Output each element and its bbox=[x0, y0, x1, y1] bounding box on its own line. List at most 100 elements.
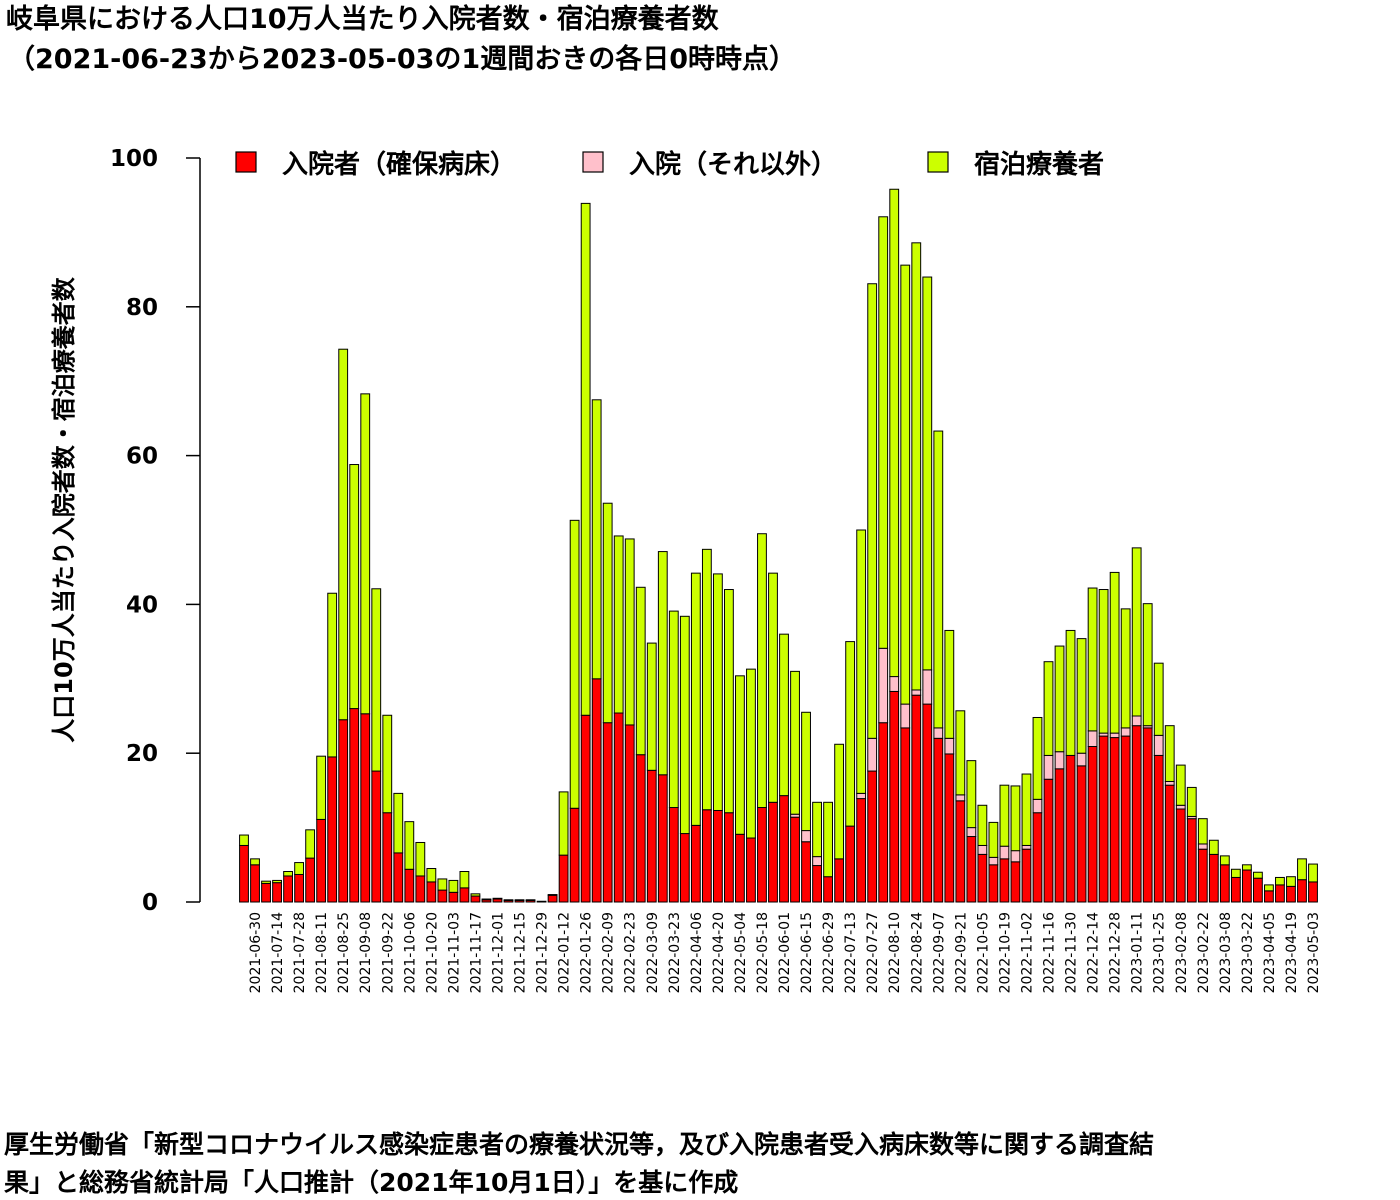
x-tick-label: 2022-07-27 bbox=[865, 912, 881, 993]
bar-segment-series-0 bbox=[624, 724, 635, 903]
bar-segment-series-1 bbox=[1076, 752, 1087, 767]
x-tick-label: 2022-05-04 bbox=[733, 912, 749, 993]
x-axis-ticks: 2021-06-30 2021-07-14 2021-07-28 2021-08-11… bbox=[248, 912, 1322, 993]
legend-swatch-0 bbox=[235, 151, 257, 173]
bar-segment-series-2 bbox=[1043, 661, 1054, 756]
bar-segment-series-2 bbox=[1297, 858, 1307, 881]
bar-segment-series-2 bbox=[1131, 547, 1142, 717]
bar-segment-series-1 bbox=[900, 703, 911, 729]
bar-segment-series-2 bbox=[812, 801, 822, 858]
x-tick-label: 2022-04-20 bbox=[711, 912, 727, 993]
bar-segment-series-0 bbox=[679, 833, 690, 903]
bar-segment-series-1 bbox=[1131, 715, 1142, 727]
bar-segment-series-2 bbox=[1241, 864, 1252, 871]
bar-segment-series-0 bbox=[591, 678, 602, 903]
y-tick-label: 0 bbox=[142, 890, 158, 916]
bar-segment-series-0 bbox=[459, 887, 470, 903]
bar-segment-series-0 bbox=[944, 753, 955, 903]
x-tick-label: 2022-08-10 bbox=[887, 912, 903, 993]
bar-segment-series-0 bbox=[779, 795, 789, 903]
bar-segment-series-2 bbox=[779, 633, 789, 797]
bar-segment-series-2 bbox=[679, 615, 690, 835]
x-tick-label: 2023-04-19 bbox=[1284, 912, 1300, 993]
x-tick-label: 2022-06-01 bbox=[777, 912, 793, 993]
bar-segment-series-1 bbox=[1153, 734, 1164, 756]
bar-segment-series-2 bbox=[735, 675, 745, 835]
bar-segment-series-2 bbox=[1264, 884, 1274, 892]
bar-segment-series-2 bbox=[393, 792, 404, 854]
x-tick-label: 2023-05-03 bbox=[1306, 912, 1322, 993]
bar-segment-series-2 bbox=[492, 897, 503, 900]
bar-segment-series-0 bbox=[602, 722, 613, 903]
bar-segment-series-0 bbox=[294, 873, 305, 903]
bar-segment-series-0 bbox=[1241, 869, 1252, 903]
bar-segment-series-0 bbox=[768, 801, 778, 903]
x-tick-label: 2021-09-22 bbox=[380, 912, 396, 993]
bar-segment-series-0 bbox=[911, 694, 922, 903]
bar-segment-series-2 bbox=[327, 592, 338, 758]
bar-segment-series-0 bbox=[812, 865, 822, 903]
bar-segment-series-2 bbox=[966, 760, 977, 829]
bar-segment-series-0 bbox=[1153, 754, 1164, 903]
bar-segment-series-0 bbox=[250, 864, 260, 903]
bar-segment-series-2 bbox=[1076, 638, 1087, 754]
bar-segment-series-2 bbox=[1032, 716, 1043, 800]
bar-segment-series-2 bbox=[1065, 629, 1076, 756]
bar-segment-series-2 bbox=[250, 858, 260, 866]
bar-segment-series-0 bbox=[426, 881, 437, 903]
bar-segment-series-0 bbox=[415, 875, 426, 903]
bar-segment-series-2 bbox=[1186, 786, 1197, 817]
bar-segment-series-0 bbox=[371, 770, 382, 903]
bar-segment-series-0 bbox=[1098, 735, 1109, 903]
bar-segment-series-1 bbox=[1032, 798, 1043, 814]
bar-segment-series-2 bbox=[867, 283, 878, 739]
bar-segment-series-0 bbox=[757, 807, 767, 903]
x-tick-label: 2021-12-15 bbox=[513, 912, 529, 993]
bar-segment-series-0 bbox=[1131, 725, 1142, 903]
bar-segment-series-1 bbox=[1120, 727, 1131, 737]
bar-segment-series-2 bbox=[514, 899, 525, 902]
bar-segment-series-0 bbox=[1275, 884, 1285, 903]
bar-segment-series-2 bbox=[580, 202, 591, 716]
bar-segment-series-0 bbox=[569, 807, 580, 903]
x-tick-label: 2021-07-28 bbox=[292, 912, 308, 993]
bar-segment-series-0 bbox=[724, 812, 734, 903]
bar-segment-series-1 bbox=[1087, 730, 1098, 748]
x-tick-label: 2021-08-25 bbox=[336, 912, 352, 993]
bar-segment-series-0 bbox=[1043, 778, 1054, 903]
bar-segment-series-0 bbox=[635, 754, 646, 903]
x-tick-label: 2023-03-08 bbox=[1218, 912, 1234, 993]
legend-label-2: 宿泊療養者 bbox=[974, 149, 1104, 180]
bar-segment-series-0 bbox=[349, 708, 360, 903]
bar-segment-series-0 bbox=[1010, 861, 1021, 903]
x-tick-label: 2021-11-17 bbox=[468, 912, 484, 993]
bar-segment-series-0 bbox=[867, 770, 878, 903]
bar-segment-series-0 bbox=[382, 812, 393, 903]
x-tick-label: 2022-02-09 bbox=[601, 912, 617, 993]
bar-segment-series-1 bbox=[1109, 732, 1120, 739]
bar-segment-series-2 bbox=[316, 755, 327, 820]
bar-segment-series-2 bbox=[1098, 589, 1109, 734]
bar-segment-series-0 bbox=[613, 712, 624, 903]
bar-segment-series-2 bbox=[1109, 571, 1120, 734]
bar-segment-series-2 bbox=[1252, 871, 1263, 879]
bar-segment-series-2 bbox=[1010, 785, 1021, 852]
bar-segment-series-0 bbox=[1197, 848, 1208, 903]
y-axis-label: 人口10万人当たり入院者数・宿泊療養者数 bbox=[50, 276, 78, 742]
bar-segment-series-2 bbox=[437, 878, 448, 891]
legend-swatch-1 bbox=[582, 151, 604, 173]
y-tick-label: 20 bbox=[126, 741, 158, 767]
x-tick-label: 2022-10-19 bbox=[997, 912, 1013, 993]
x-tick-label: 2021-12-01 bbox=[490, 912, 506, 993]
bar-segment-series-1 bbox=[955, 794, 966, 802]
bar-segment-series-0 bbox=[437, 889, 448, 903]
bar-segment-series-0 bbox=[558, 854, 569, 903]
bar-segment-series-0 bbox=[305, 857, 316, 903]
bar-segment-series-0 bbox=[327, 756, 338, 903]
bar-segment-series-0 bbox=[1087, 746, 1098, 903]
bar-segment-series-2 bbox=[1308, 863, 1318, 883]
bar-segment-series-0 bbox=[801, 841, 811, 903]
bar-segment-series-0 bbox=[580, 714, 591, 903]
bar-segment-series-0 bbox=[239, 844, 249, 903]
source-note-line1: 厚生労働省「新型コロナウイルス感染症患者の療養状況等，及び入院患者受入病床数等に… bbox=[4, 1130, 1155, 1159]
